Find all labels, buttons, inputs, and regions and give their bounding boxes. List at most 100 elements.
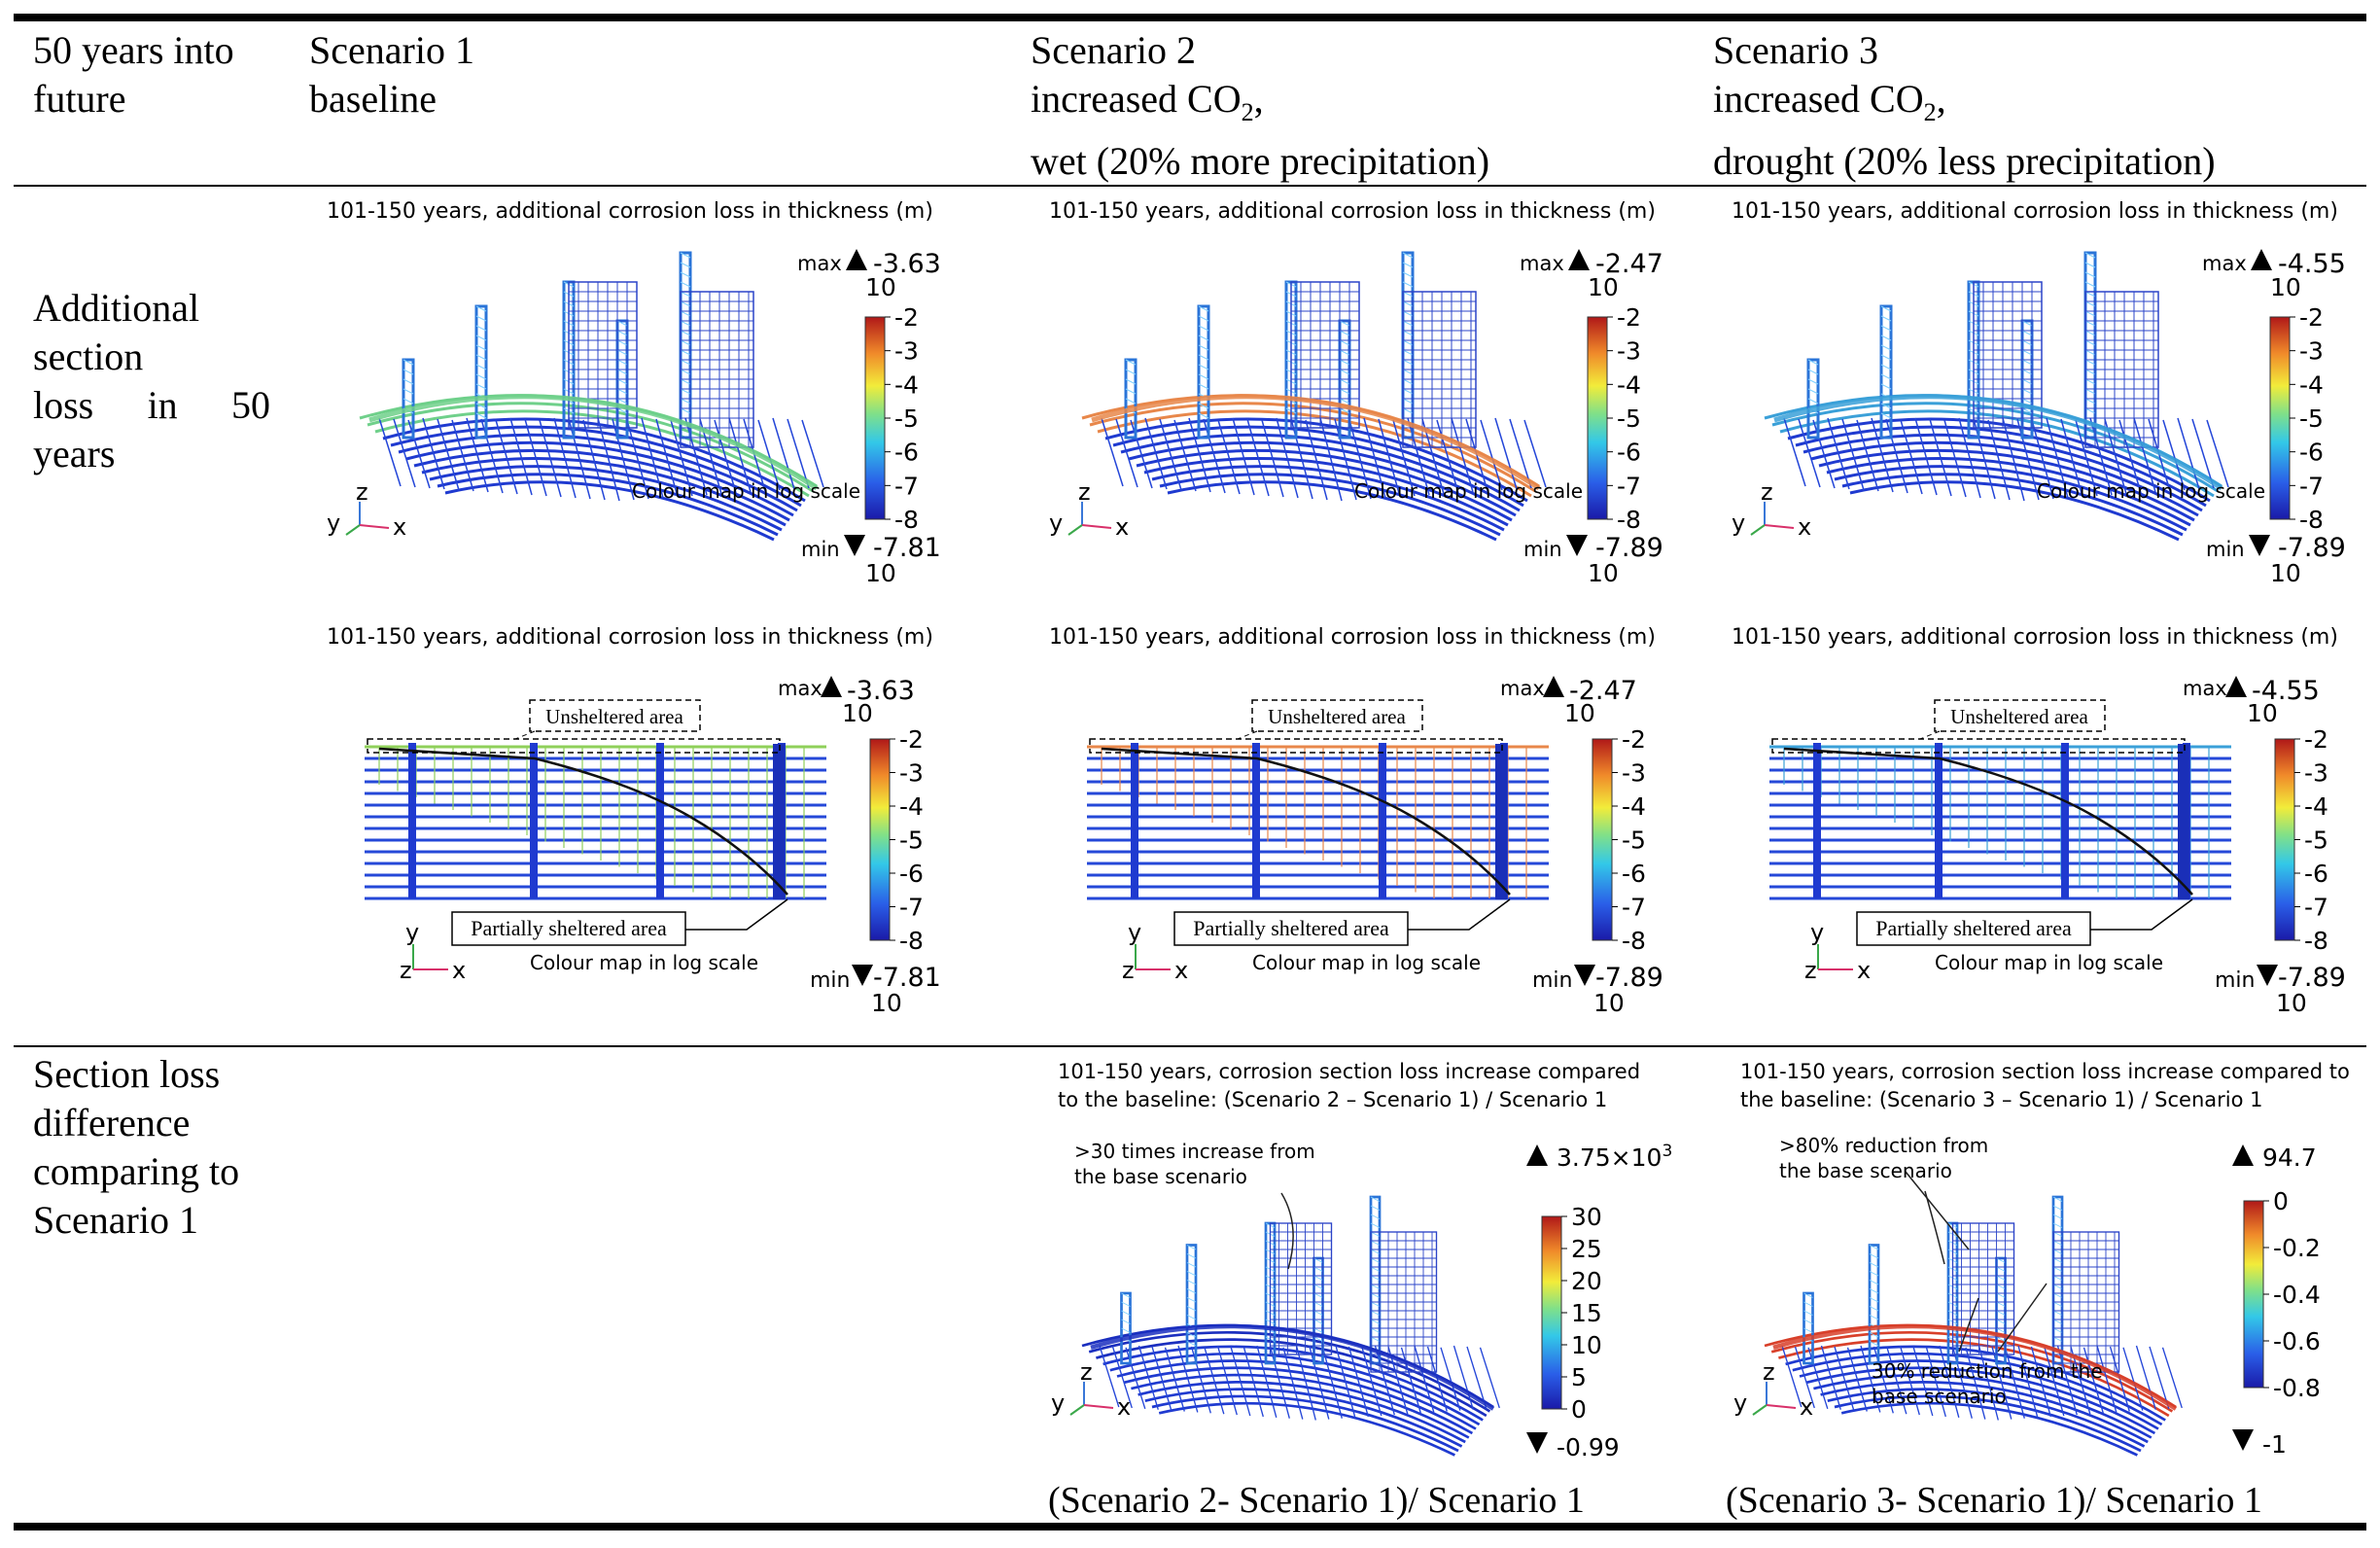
colorbar-tick-label: -5 bbox=[1622, 827, 1646, 855]
tower-brace bbox=[1996, 1266, 2006, 1272]
colorbar-tick-label: 10 bbox=[1571, 1331, 1602, 1359]
tower-brace bbox=[2052, 1249, 2063, 1254]
colorbar bbox=[1587, 316, 1608, 520]
colorbar bbox=[869, 738, 891, 941]
tower-brace bbox=[475, 364, 487, 370]
tower-brace bbox=[1370, 1214, 1381, 1219]
axes-triad: zx y bbox=[327, 478, 406, 541]
axes-plan: yz x bbox=[400, 919, 466, 984]
tower-brace bbox=[1121, 1292, 1131, 1298]
colorbar-tick-label: -2 bbox=[894, 303, 919, 332]
tower-brace bbox=[2084, 398, 2096, 405]
tower-brace bbox=[1186, 1341, 1197, 1347]
deck-beam bbox=[1818, 448, 2195, 522]
deck-rib bbox=[1242, 1347, 1264, 1418]
max-base: 10 bbox=[1588, 273, 1619, 301]
deck-rib bbox=[422, 417, 445, 490]
colorbar-tick-label: -7 bbox=[894, 472, 919, 500]
tower-brace bbox=[2052, 1301, 2063, 1307]
tower-brace bbox=[680, 378, 691, 385]
deck-rib bbox=[1509, 418, 1532, 489]
tower-brace bbox=[1186, 1288, 1197, 1294]
min-label: min bbox=[1523, 538, 1562, 561]
deck-rib bbox=[1256, 1345, 1278, 1418]
deck-rib bbox=[1494, 417, 1518, 490]
tower-brace bbox=[1402, 281, 1414, 288]
deck-rib bbox=[1436, 419, 1459, 494]
tower-brace bbox=[1402, 320, 1414, 327]
deck-rib bbox=[1978, 1345, 1999, 1421]
colorbar-tick-label: 0 bbox=[2273, 1187, 2289, 1215]
colorbar bbox=[864, 316, 886, 520]
deck-rib bbox=[553, 417, 577, 499]
min-triangle-icon bbox=[1574, 965, 1595, 986]
deck-beam bbox=[1778, 1338, 2170, 1418]
tower-brace bbox=[1313, 1336, 1323, 1342]
tower-brace bbox=[1402, 271, 1414, 278]
deck-rib bbox=[772, 417, 795, 490]
iso-caption: 101-150 years, additional corrosion loss… bbox=[1732, 199, 2338, 224]
colorbar-tick-label: -0.6 bbox=[2273, 1327, 2321, 1355]
axis-label-z: z bbox=[400, 957, 412, 984]
tower-brace bbox=[1186, 1271, 1197, 1277]
deck-rib bbox=[495, 419, 518, 495]
partial-label-box bbox=[1856, 911, 2091, 946]
min-base: 10 bbox=[1588, 559, 1619, 587]
tower-brace bbox=[475, 354, 487, 361]
tower-brace bbox=[1339, 407, 1350, 414]
colorbar-tick-label: -5 bbox=[894, 405, 919, 433]
tower-brace bbox=[1880, 315, 1892, 322]
deck-beam bbox=[367, 402, 814, 493]
support-tower bbox=[1197, 304, 1210, 440]
colorbar-tick-label: -6 bbox=[2304, 860, 2328, 888]
unsheltered-leader bbox=[1919, 730, 1941, 740]
max-label: max bbox=[2202, 252, 2247, 275]
min-value: -7.89 bbox=[2278, 533, 2346, 563]
tower-brace bbox=[2052, 1196, 2063, 1202]
x-axis-arrow bbox=[1764, 524, 1795, 529]
axis-label-z: z bbox=[1078, 478, 1091, 506]
deck-beam bbox=[1820, 1381, 2149, 1444]
tower-brace bbox=[1198, 325, 1209, 332]
log-scale-note: Colour map in log scale bbox=[1252, 951, 1481, 974]
deck-rib bbox=[1452, 1345, 1474, 1410]
tower-brace bbox=[1125, 369, 1137, 375]
deck-rib bbox=[2162, 419, 2186, 491]
tower-brace bbox=[475, 412, 487, 419]
min-base: 10 bbox=[2270, 559, 2301, 587]
tower-brace bbox=[680, 291, 691, 298]
header-scenario-2-title: Scenario 2 bbox=[1031, 28, 1196, 72]
colorbar-tick-label: -2 bbox=[1617, 303, 1641, 332]
tower-brace bbox=[1402, 330, 1414, 336]
tower-brace bbox=[2084, 330, 2096, 336]
colorbar-tick-label: -8 bbox=[1617, 506, 1641, 534]
tower-brace bbox=[2052, 1240, 2063, 1246]
partial-label: Partially sheltered area bbox=[1193, 916, 1389, 940]
colorbar-tick-label: -6 bbox=[899, 860, 924, 888]
colorbar-tick-label: -0.2 bbox=[2273, 1234, 2321, 1262]
axis-label-z: z bbox=[1804, 957, 1817, 984]
deck-rib bbox=[2082, 1347, 2104, 1414]
colorbar-tick-label: -4 bbox=[894, 370, 919, 399]
row-rule bbox=[14, 1045, 2366, 1047]
max-value: -4.55 bbox=[2252, 676, 2320, 706]
deck-rib bbox=[728, 417, 752, 493]
deck-rib bbox=[378, 417, 402, 487]
colorbar-tick-label: -6 bbox=[894, 439, 919, 467]
colorbar-tick-label: -2 bbox=[1622, 725, 1646, 754]
deck-rib bbox=[1914, 417, 1938, 496]
max-value: -2.47 bbox=[1595, 249, 1663, 279]
deck-rib bbox=[1856, 419, 1879, 492]
top-rule bbox=[14, 14, 2366, 21]
deck-rib bbox=[1101, 417, 1124, 487]
structure-iso bbox=[359, 251, 824, 542]
deck-rib bbox=[2206, 419, 2229, 488]
max-triangle-icon bbox=[1568, 249, 1590, 270]
tower-brace bbox=[616, 369, 628, 375]
min-value: -7.89 bbox=[1595, 533, 1663, 563]
row-label-section-loss-difference: Section loss difference comparing to Sce… bbox=[33, 1052, 240, 1242]
annotation-text: base scenario bbox=[1872, 1385, 2007, 1408]
colorbar-tick-label: -3 bbox=[899, 759, 924, 788]
max-exponent: 3 bbox=[1662, 1142, 1672, 1161]
deck-rib bbox=[1378, 418, 1401, 498]
